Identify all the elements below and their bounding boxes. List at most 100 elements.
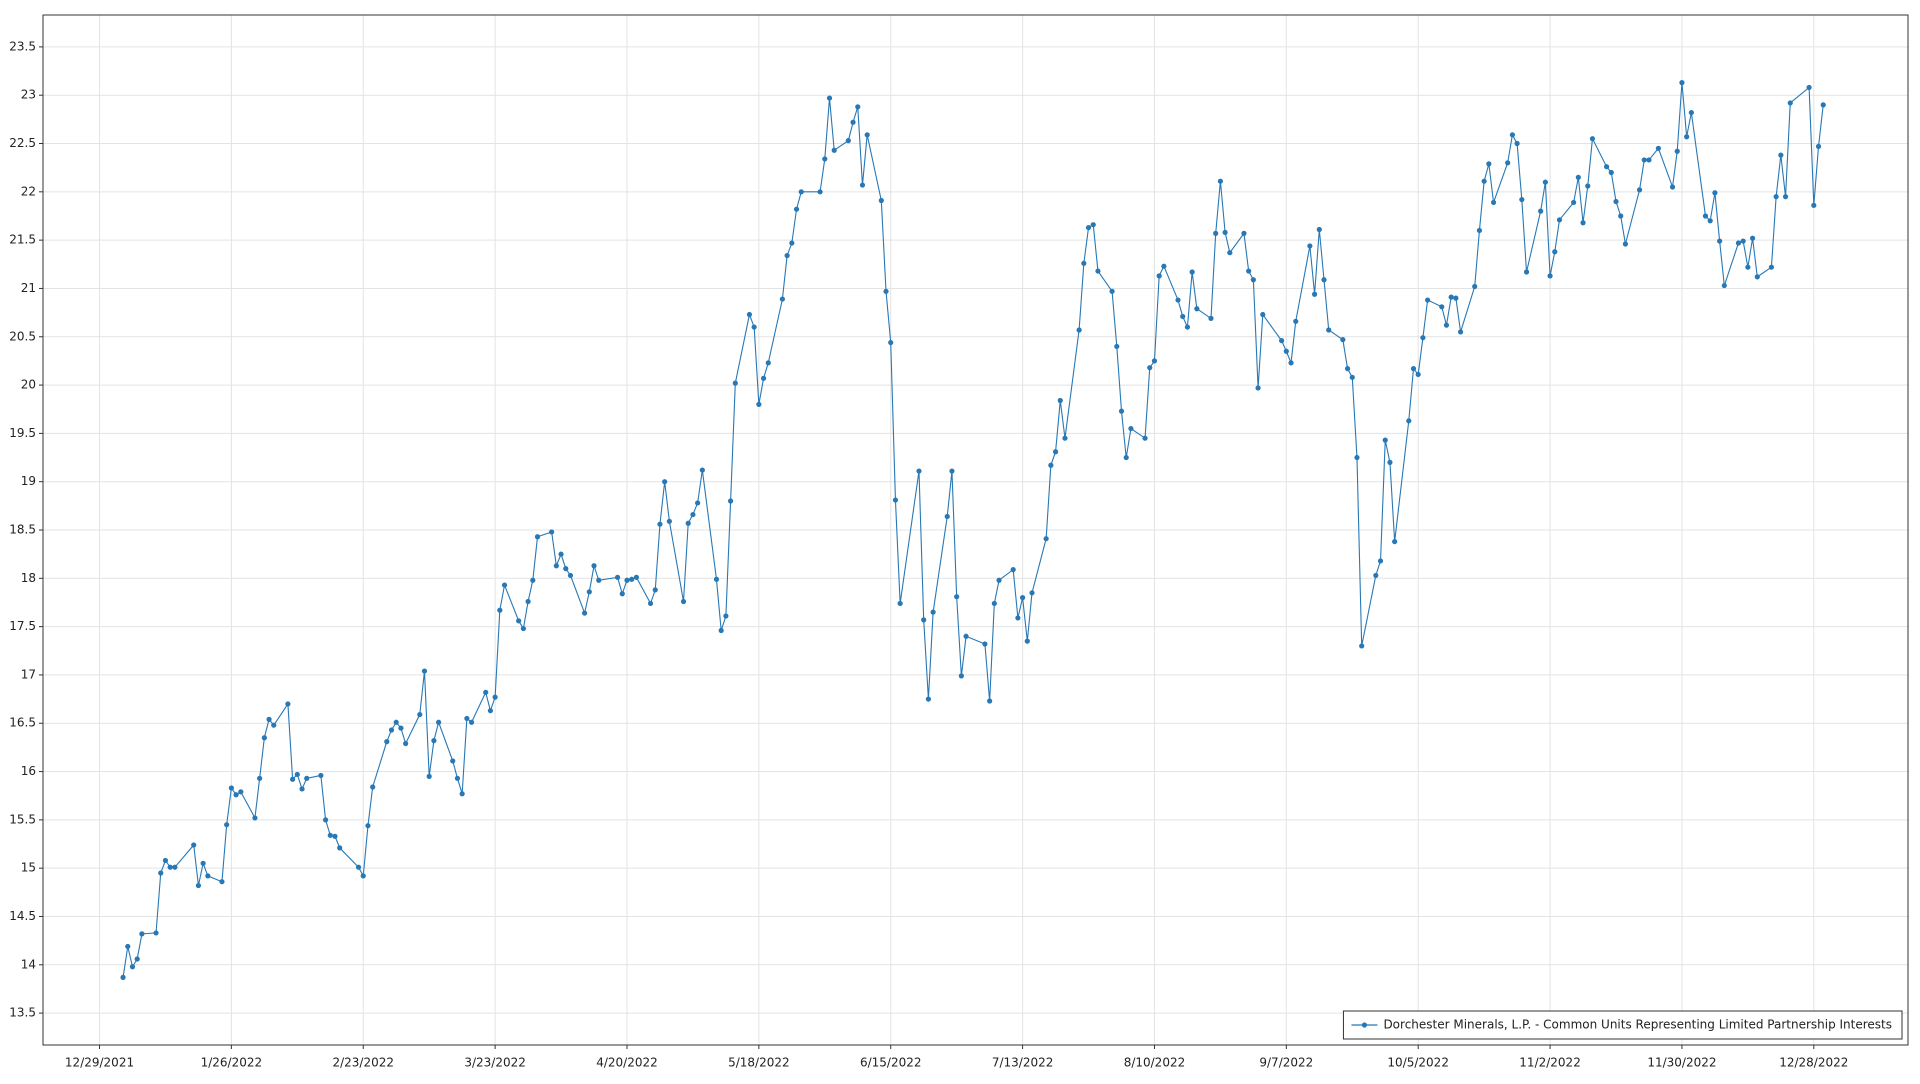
data-point <box>1180 313 1186 320</box>
y-tick-label: 15.5 <box>9 812 36 826</box>
data-point <box>1702 213 1709 219</box>
y-tick-label: 20.5 <box>9 329 36 343</box>
data-point <box>888 339 894 346</box>
data-point <box>520 625 526 632</box>
data-point <box>647 600 654 607</box>
data-point <box>403 740 409 747</box>
data-point <box>468 719 475 725</box>
data-point <box>290 776 296 782</box>
data-point <box>713 576 720 582</box>
data-point <box>454 775 461 781</box>
data-point <box>1217 178 1223 184</box>
y-tick-label: 17.5 <box>9 619 36 633</box>
data-point <box>1208 315 1214 321</box>
data-point <box>483 689 489 695</box>
data-point <box>765 360 771 366</box>
data-point <box>1787 100 1793 106</box>
data-point <box>1721 282 1727 289</box>
x-tick-label: 12/28/2022 <box>1779 1056 1848 1070</box>
data-point <box>1410 366 1417 372</box>
data-point <box>1472 283 1478 290</box>
data-point <box>987 698 993 704</box>
data-point <box>1453 295 1459 301</box>
y-tick-label: 22 <box>21 184 36 198</box>
data-point <box>680 598 687 605</box>
data-point <box>756 401 762 407</box>
data-point <box>1241 230 1247 236</box>
data-point <box>360 873 366 879</box>
y-tick-label: 23.5 <box>9 39 36 53</box>
data-point <box>1655 145 1661 151</box>
y-tick-label: 19 <box>21 474 36 488</box>
legend: Dorchester Minerals, L.P. - Common Units… <box>1342 1010 1903 1040</box>
data-point <box>1811 202 1817 208</box>
data-point <box>1213 230 1219 236</box>
data-point <box>878 197 884 204</box>
data-point <box>393 719 399 725</box>
data-point <box>718 627 724 634</box>
data-point <box>1735 240 1742 246</box>
data-point <box>1090 222 1096 228</box>
y-tick-label: 18 <box>21 571 36 585</box>
data-point <box>1717 238 1723 244</box>
data-point <box>549 529 555 535</box>
data-point <box>690 511 696 518</box>
data-point <box>1340 337 1346 343</box>
data-point <box>1316 226 1322 233</box>
data-point <box>1674 148 1680 154</box>
data-point <box>1420 335 1426 341</box>
data-point <box>337 845 343 851</box>
data-point <box>614 574 621 580</box>
data-point <box>1457 329 1464 335</box>
data-point <box>1603 164 1610 170</box>
data-point <box>1147 365 1153 371</box>
data-point <box>172 864 178 870</box>
data-point <box>1373 572 1379 579</box>
data-point <box>1589 136 1596 142</box>
data-point <box>949 468 955 474</box>
data-point <box>695 500 701 506</box>
data-point <box>318 772 324 779</box>
data-point <box>864 132 870 138</box>
x-tick-label: 11/30/2022 <box>1647 1056 1716 1070</box>
x-tick-label: 9/7/2022 <box>1259 1056 1313 1070</box>
data-point <box>120 974 126 980</box>
data-point <box>586 589 592 595</box>
data-point <box>1392 538 1398 545</box>
data-point <box>134 956 140 962</box>
data-point <box>1684 134 1690 140</box>
data-point <box>1608 169 1614 176</box>
x-tick-label: 1/26/2022 <box>201 1056 263 1070</box>
data-point <box>1279 338 1285 344</box>
data-point <box>129 964 136 970</box>
data-point <box>1175 297 1181 303</box>
data-point <box>1439 304 1445 310</box>
data-point <box>789 240 795 246</box>
y-tick-label: 16 <box>21 764 36 778</box>
data-point <box>355 864 362 870</box>
data-point <box>1740 238 1746 244</box>
data-point <box>219 879 225 885</box>
data-point <box>921 617 927 623</box>
data-point <box>1109 288 1115 294</box>
data-point <box>1019 595 1026 601</box>
data-point <box>398 725 404 731</box>
x-tick-label: 11/2/2022 <box>1519 1056 1581 1070</box>
data-point <box>883 288 889 294</box>
data-point <box>271 722 277 728</box>
data-point <box>365 823 371 829</box>
data-point <box>1246 268 1252 274</box>
data-point <box>1547 273 1553 279</box>
y-tick-label: 15 <box>21 861 36 875</box>
x-tick-label: 7/13/2022 <box>992 1056 1054 1070</box>
data-point <box>436 719 442 725</box>
data-point <box>1311 291 1318 297</box>
data-point <box>624 577 630 583</box>
y-tick-label: 16.5 <box>9 716 36 730</box>
data-point <box>1377 558 1384 564</box>
data-point <box>1085 224 1092 231</box>
data-point <box>530 577 536 583</box>
data-point <box>558 551 564 557</box>
data-point <box>1024 638 1030 644</box>
